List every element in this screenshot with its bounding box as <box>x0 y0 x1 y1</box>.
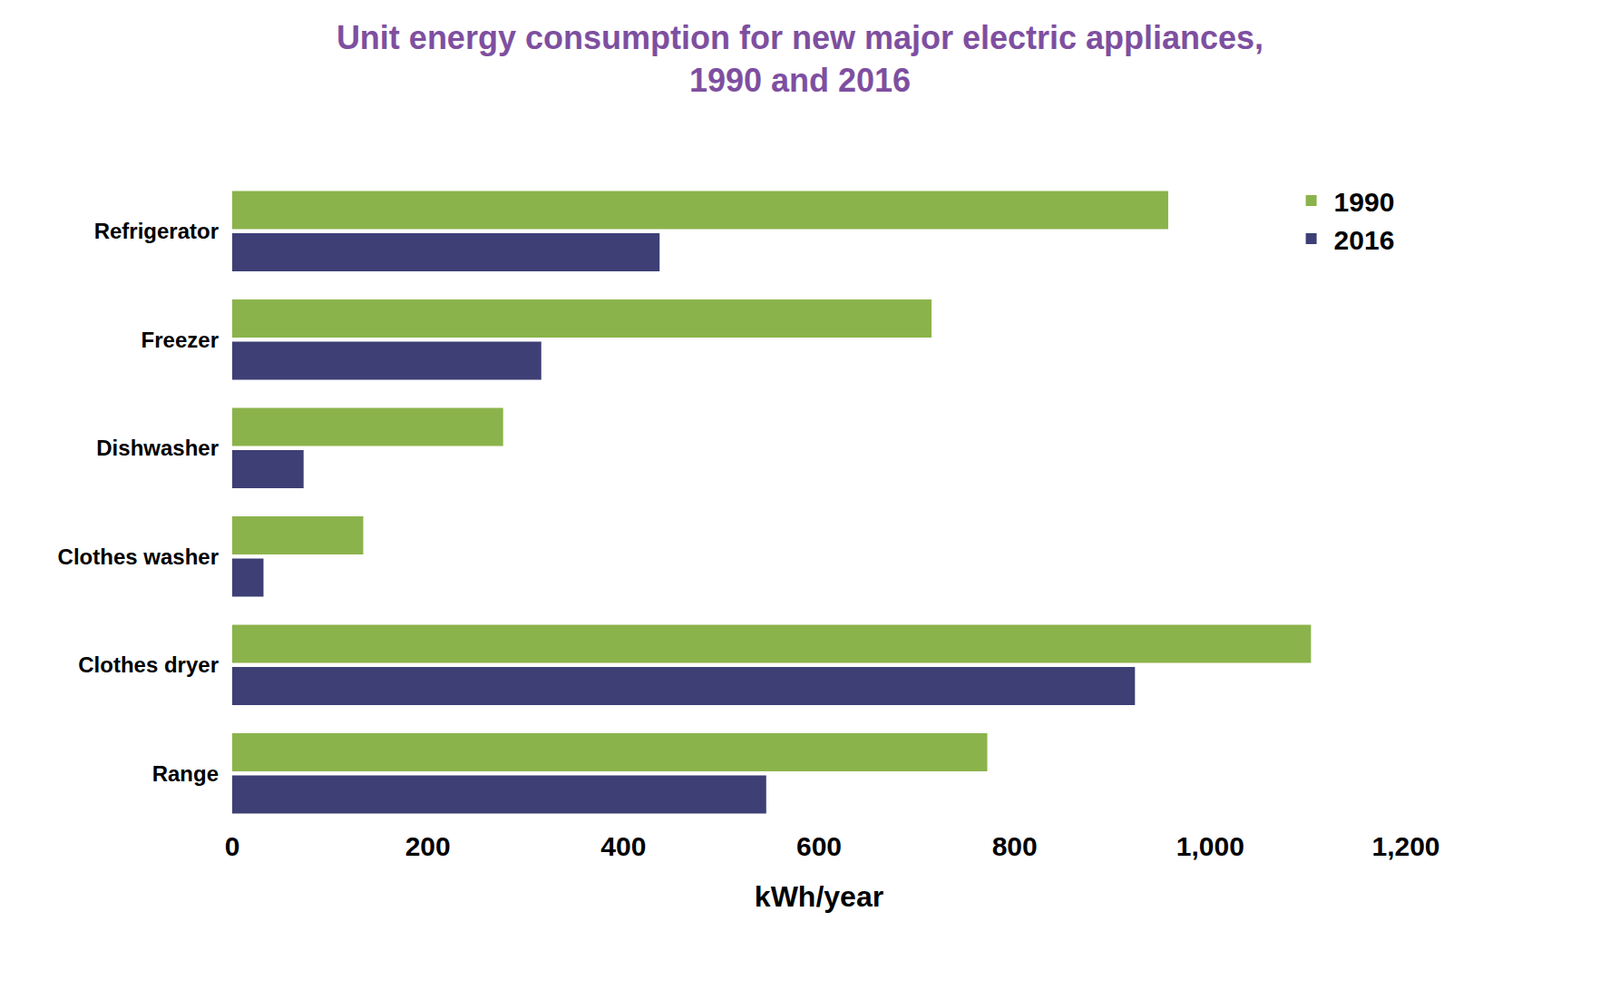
svg-text:Clothes washer: Clothes washer <box>58 544 219 569</box>
svg-text:Range: Range <box>152 760 219 786</box>
svg-text:Refrigerator: Refrigerator <box>94 218 219 244</box>
svg-text:Freezer: Freezer <box>141 327 219 352</box>
svg-text:Dishwasher: Dishwasher <box>96 435 219 460</box>
svg-text:1,000: 1,000 <box>1176 830 1245 861</box>
svg-text:kWh/year: kWh/year <box>754 879 884 913</box>
svg-text:400: 400 <box>600 830 646 861</box>
svg-text:Unit energy consumption for ne: Unit energy consumption for new major el… <box>336 19 1264 99</box>
svg-text:Clothes dryer: Clothes dryer <box>78 652 219 677</box>
svg-text:1990: 1990 <box>1334 186 1396 217</box>
svg-text:800: 800 <box>992 830 1038 861</box>
svg-text:1,200: 1,200 <box>1371 830 1440 861</box>
svg-text:0: 0 <box>224 830 241 861</box>
svg-text:2016: 2016 <box>1334 224 1396 255</box>
svg-text:600: 600 <box>796 830 842 861</box>
svg-text:200: 200 <box>405 830 451 861</box>
